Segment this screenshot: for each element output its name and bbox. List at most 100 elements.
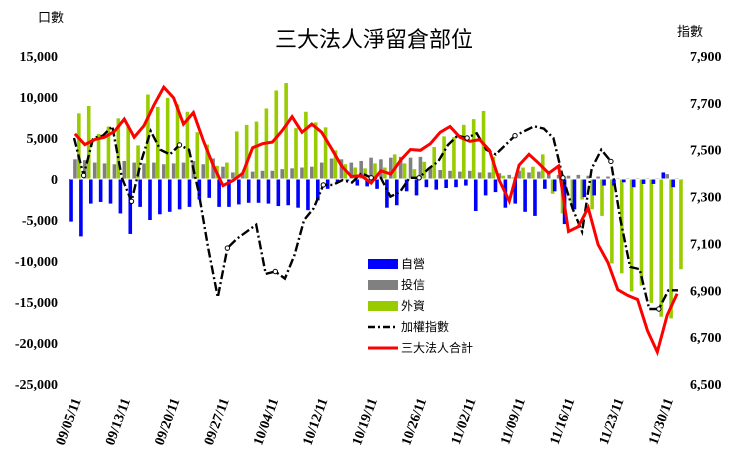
bar-self [622,179,626,183]
bar-foreign [610,179,614,264]
bar-foreign [471,119,476,179]
bar-self [158,179,162,215]
bar-trust [83,160,87,179]
left-tick-label: 15,000 [20,50,59,65]
bar-self [306,179,310,211]
bar-trust [339,159,344,179]
bar-foreign [452,137,456,179]
bar-trust [359,160,363,179]
bar-trust [280,169,285,179]
legend-swatch-trust [368,280,398,290]
index-marker [128,198,135,205]
x-tick-label: 09/13/11 [103,396,134,447]
bar-trust [665,174,669,179]
bar-self [217,179,221,207]
bar-self [513,179,518,204]
bar-foreign [649,179,654,303]
bar-self [355,179,360,186]
bar-trust [240,173,245,179]
bar-self [543,179,547,189]
bar-self [345,179,350,181]
bar-foreign [304,111,308,179]
left-tick-label: -15,000 [15,296,58,311]
bar-trust [221,166,225,179]
bar-self [316,179,320,201]
bar-trust [132,162,136,179]
bar-self [227,179,231,207]
left-tick-label: -10,000 [15,255,58,270]
bar-trust [102,163,107,179]
legend-swatch-self [368,259,398,269]
line-series-group [72,84,679,357]
right-tick-label: 6,500 [690,378,722,393]
x-tick-label: 10/19/11 [350,396,381,447]
index-marker [176,142,183,148]
legend-label-total: 三大法人合計 [401,340,473,355]
x-tick-label: 09/27/11 [202,396,233,447]
bar-trust [467,170,472,179]
index-marker [560,175,566,181]
bar-self [325,179,330,189]
index-marker [320,182,326,188]
left-tick-label: -20,000 [15,337,58,352]
bar-foreign [531,166,535,179]
index-marker [80,172,87,179]
bar-trust [211,158,215,179]
right-tick-label: 7,500 [690,144,722,159]
bar-self [187,179,192,207]
bar-foreign [156,106,160,179]
bar-foreign [175,104,180,179]
bar-trust [152,162,156,179]
index-marker [608,158,614,165]
bar-foreign [195,132,200,179]
legend-swatch-foreign [368,301,398,311]
bar-trust [418,156,423,179]
bar-self [365,179,369,187]
bar-foreign [77,113,81,179]
bar-foreign [669,179,673,319]
bar-trust [586,175,591,179]
left-tick-label: -25,000 [15,378,58,393]
bar-foreign [274,90,279,179]
bar-self [671,179,675,188]
bar-foreign [511,177,515,179]
legend-label-foreign: 外資 [401,299,425,313]
bar-foreign [234,131,239,179]
bar-foreign [244,124,249,179]
bar-self [444,179,448,189]
bar-self [572,179,577,210]
x-tick-label: 11/16/11 [548,396,579,446]
bar-trust [507,174,512,179]
bar-trust [73,159,77,179]
bar-foreign [373,163,377,179]
bar-trust [319,162,324,179]
bar-trust [92,162,97,179]
bar-foreign [679,179,683,270]
bar-foreign [333,150,338,179]
bar-self [88,179,93,204]
bar-self [602,179,606,186]
bar-foreign [491,156,496,179]
x-tick-label: 11/30/11 [646,396,677,446]
bar-foreign [659,179,664,317]
bar-self [414,179,419,196]
bar-foreign [126,126,130,179]
bar-self [138,179,142,207]
bar-self [207,179,212,198]
bar-trust [408,157,413,179]
right-tick-label: 7,100 [690,237,722,252]
bar-self [148,179,152,220]
bar-trust [231,172,235,179]
left-tick-label: 0 [51,173,58,188]
bar-self [661,172,666,179]
bar-self [404,179,409,192]
bar-trust [438,169,442,179]
bar-self [197,179,202,200]
bar-self [651,179,656,184]
x-tick-label: 10/12/11 [301,396,332,447]
index-marker [656,306,662,312]
legend-label-trust: 投信 [401,277,425,292]
bar-self [385,179,389,208]
bar-foreign [284,83,288,179]
bar-foreign [629,179,634,292]
